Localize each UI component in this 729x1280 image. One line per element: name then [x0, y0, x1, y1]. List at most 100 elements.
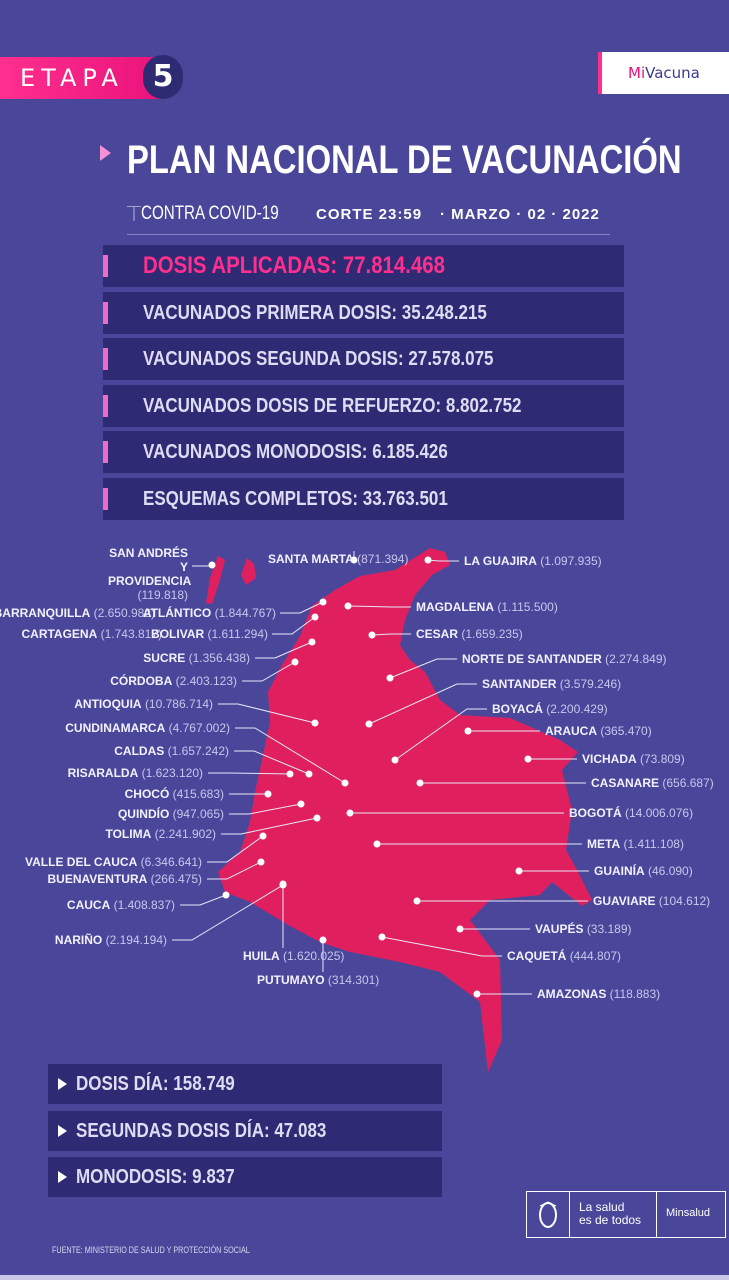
region-dot	[264, 790, 272, 798]
region-dot	[311, 613, 319, 621]
daily-segundas-dosis: SEGUNDAS DOSIS DÍA: 47.083	[48, 1111, 442, 1151]
region-doses: (365.470)	[600, 724, 652, 738]
region-label: ANTIOQUIA (10.786.714)	[74, 697, 213, 711]
region-doses: (1.657.242)	[167, 744, 229, 758]
syringe-icon: ⏉	[127, 206, 141, 222]
region-label: VAUPÉS (33.189)	[535, 922, 632, 936]
region-doses: (2.194.194)	[105, 933, 167, 947]
region-dot	[368, 631, 376, 639]
region-label: QUINDÍO (947.065)	[118, 807, 224, 821]
region-doses: (104.612)	[658, 894, 711, 908]
region-name: PUTUMAYO	[257, 973, 325, 987]
etapa-number: 5	[143, 55, 183, 99]
region-doses: (14.006.076)	[625, 806, 694, 820]
subtitle: ⏉CONTRA COVID-19	[127, 203, 610, 225]
region-name: CARTAGENA	[21, 627, 98, 641]
leader-line	[218, 703, 316, 724]
region-name: MAGDALENA	[416, 600, 494, 614]
region-name: BUENAVENTURA	[47, 872, 148, 886]
region-name: BOYACÁ	[492, 702, 543, 716]
region-dot	[413, 897, 421, 905]
providencia-island	[241, 558, 256, 585]
stat-text: ESQUEMAS COMPLETOS: 33.763.501	[143, 488, 448, 510]
region-doses: (1.623.120)	[141, 766, 203, 780]
region-name: SUCRE	[143, 651, 186, 665]
region-name: GUAINÍA	[594, 864, 645, 878]
san-andres-island	[206, 556, 225, 604]
region-label: RISARALDA (1.623.120)	[68, 766, 203, 780]
region-name: BOGOTÁ	[569, 806, 622, 820]
region-dot	[424, 556, 432, 564]
stat-segunda-dosis: VACUNADOS SEGUNDA DOSIS: 27.578.075	[103, 338, 624, 380]
daily-text: DOSIS DÍA: 158.749	[76, 1073, 235, 1095]
region-label: BUENAVENTURA (266.475)	[48, 872, 203, 886]
region-doses: (33.189)	[586, 922, 632, 936]
region-doses: (266.475)	[150, 872, 202, 886]
region-label: CALDAS (1.657.242)	[114, 744, 229, 758]
stat-dosis-aplicadas: DOSIS APLICADAS: 77.814.468	[103, 245, 624, 287]
region-dot	[464, 727, 472, 735]
region-label: BOGOTÁ (14.006.076)	[569, 806, 693, 820]
region-label: NARIÑO (2.194.194)	[55, 933, 167, 947]
subtitle-text: CONTRA COVID-19	[141, 203, 279, 224]
region-dot	[208, 561, 216, 569]
region-doses: (1.356.438)	[188, 651, 250, 665]
region-dot	[473, 990, 481, 998]
region-label: CARTAGENA (1.743.817)	[21, 627, 162, 641]
region-label: CAUCA (1.408.837)	[67, 898, 175, 912]
source-note: FUENTE: MINISTERIO DE SALUD Y PROTECCIÓN…	[52, 1245, 250, 1255]
region-label: GUAINÍA (46.090)	[594, 864, 693, 878]
region-name: TOLIMA	[105, 827, 152, 841]
region-label: META (1.411.108)	[587, 837, 684, 851]
region-label: CHOCÓ (415.683)	[125, 787, 224, 801]
leader-line	[208, 772, 291, 775]
region-label: ARAUCA (365.470)	[545, 724, 652, 738]
triangle-bullet-icon	[58, 1171, 67, 1183]
region-label: ATLÁNTICO (1.844.767)	[143, 606, 276, 620]
region-label: TOLIMA (2.241.902)	[105, 827, 216, 841]
daily-text: MONODOSIS: 9.837	[76, 1166, 235, 1188]
region-name: CHOCÓ	[124, 787, 170, 801]
mainland-shape	[218, 548, 592, 1072]
region-name: RISARALDA	[67, 766, 139, 780]
region-doses: (947.065)	[172, 807, 224, 821]
region-label: MAGDALENA (1.115.500)	[416, 600, 558, 614]
region-dot	[279, 880, 287, 888]
region-label: CESAR (1.659.235)	[416, 627, 523, 641]
region-dot	[259, 832, 267, 840]
region-doses: (2.403.123)	[175, 674, 237, 688]
region-doses: (2.274.849)	[605, 652, 667, 666]
region-name: VALLE DEL CAUCA	[25, 855, 138, 869]
slogan-line1: La salud	[579, 1200, 625, 1214]
daily-monodosis: MONODOSIS: 9.837	[48, 1157, 442, 1197]
region-doses: (1.844.767)	[214, 606, 276, 620]
region-label: SUCRE (1.356.438)	[143, 651, 250, 665]
region-name: CAUCA	[66, 898, 111, 912]
coat-of-arms-icon	[527, 1192, 570, 1237]
report-date: · MARZO · 02 · 2022	[440, 206, 600, 223]
stat-text: VACUNADOS MONODOSIS: 6.185.426	[143, 441, 448, 463]
region-dot	[386, 674, 394, 682]
region-name: ANTIOQUIA	[74, 697, 142, 711]
region-name: NORTE DE SANTANDER	[462, 652, 602, 666]
region-doses: (1.743.817)	[100, 627, 162, 641]
region-doses: (1.659.235)	[461, 627, 523, 641]
stat-text: VACUNADOS DOSIS DE REFUERZO: 8.802.752	[143, 395, 522, 417]
region-doses: (3.579.246)	[559, 677, 622, 691]
region-dot	[308, 638, 316, 646]
stat-primera-dosis: VACUNADOS PRIMERA DOSIS: 35.248.215	[103, 292, 624, 334]
region-name: CALDAS	[114, 744, 165, 758]
triangle-bullet-icon	[58, 1078, 67, 1090]
minsalud-logo: La salud es de todos Minsalud	[526, 1191, 726, 1238]
accent-bar	[103, 302, 108, 324]
region-name: GUAVIARE	[593, 894, 656, 908]
region-name: CESAR	[416, 627, 459, 641]
region-doses: (4.767.002)	[168, 721, 230, 735]
region-dot	[350, 556, 358, 564]
leader-line	[207, 861, 262, 880]
region-name: SANTA MARTA	[268, 552, 354, 566]
leader-line	[381, 936, 502, 957]
region-dot	[313, 814, 321, 822]
ministry-name: Minsalud	[666, 1207, 711, 1219]
